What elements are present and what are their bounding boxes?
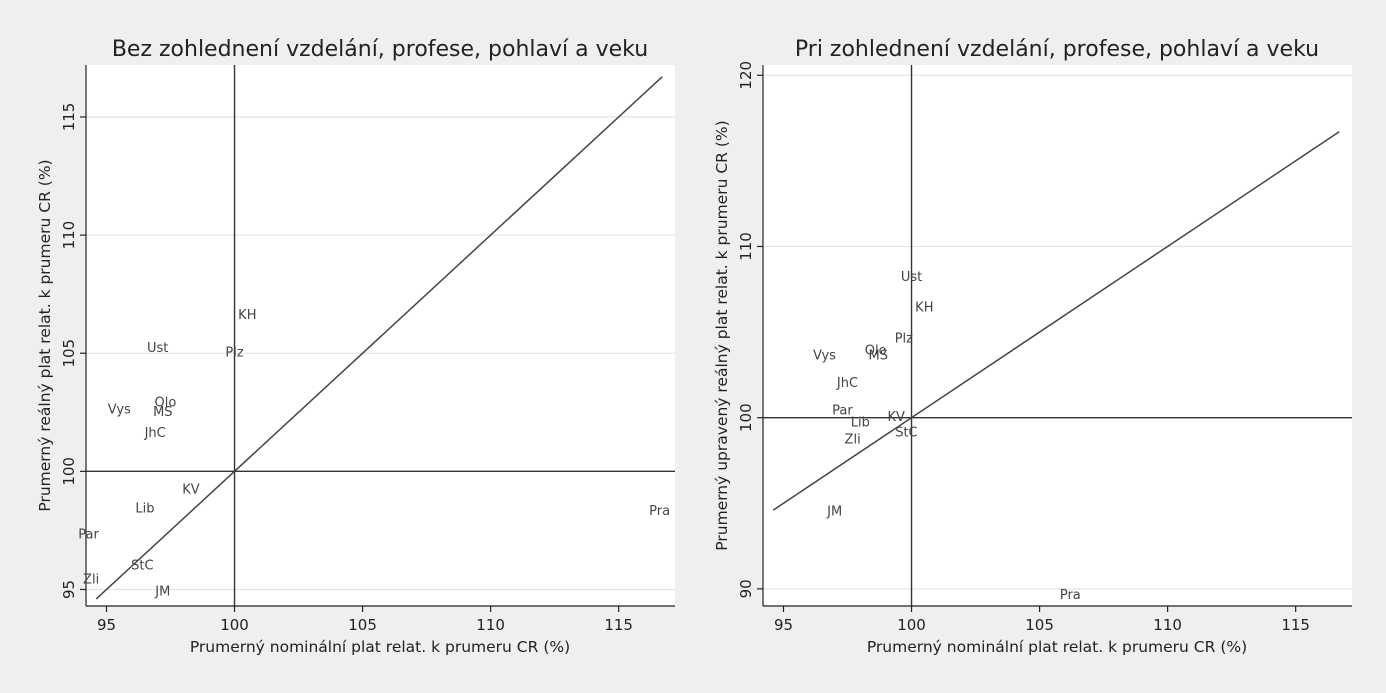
plot-area [763, 65, 1352, 606]
point-label-jm: JM [826, 504, 842, 519]
chart-title: Pri zohlednení vzdelání, profese, pohlav… [795, 37, 1319, 62]
x-tick-label: 115 [604, 616, 633, 634]
point-label-kv: KV [182, 483, 200, 498]
y-axis-title: Prumerný reálný plat relat. k prumeru CR… [36, 159, 54, 511]
y-axis-title: Prumerný upravený reálný plat relat. k p… [713, 120, 731, 550]
x-tick-label: 100 [220, 616, 249, 634]
point-label-ust: Ust [901, 270, 922, 285]
y-tick-label: 110 [60, 221, 78, 250]
x-axis-title: Prumerný nominální plat relat. k prumeru… [867, 638, 1247, 656]
point-label-zli: Zli [83, 573, 99, 588]
y-tick-label: 90 [737, 579, 755, 598]
diagonal-line [772, 131, 1340, 511]
diagonal-line [95, 76, 663, 600]
point-label-lib: Lib [135, 502, 154, 517]
x-tick-label: 105 [348, 616, 377, 634]
x-tick-label: 95 [97, 616, 116, 634]
x-tick-label: 95 [774, 616, 793, 634]
y-tick-label: 115 [60, 103, 78, 132]
y-tick-label: 100 [737, 403, 755, 432]
point-label-ust: Ust [147, 341, 168, 356]
x-tick-label: 105 [1025, 616, 1054, 634]
y-tick-label: 105 [60, 339, 78, 368]
left-scatter-panel: 95 100 105 110 115 95 100 105 110 115 Bez zohledne… [36, 37, 675, 656]
point-label-par: Par [832, 403, 853, 418]
point-label-ms: MS [153, 405, 172, 420]
point-label-lib: Lib [851, 415, 870, 430]
point-label-pra: Pra [1060, 588, 1081, 603]
y-tick-label: 120 [737, 61, 755, 90]
point-label-kh: KH [238, 308, 256, 323]
point-label-stc: StC [131, 558, 153, 573]
y-tick-label: 95 [60, 580, 78, 599]
point-label-jm: JM [154, 584, 170, 599]
point-label-plz: Plz [895, 331, 913, 346]
right-scatter-panel: 95 100 105 110 115 90 100 110 120 Pri zohlednení … [713, 37, 1352, 656]
point-label-pra: Pra [649, 504, 670, 519]
point-label-vys: Vys [108, 402, 131, 417]
point-label-kh: KH [915, 301, 933, 316]
point-label-olo: Olo [865, 343, 887, 358]
x-tick-label: 110 [1153, 616, 1182, 634]
point-label-vys: Vys [813, 349, 836, 364]
y-tick-label: 110 [737, 232, 755, 261]
x-tick-label: 110 [476, 616, 505, 634]
point-label-kv: KV [887, 410, 905, 425]
point-label-zli: Zli [845, 432, 861, 447]
point-label-jhc: JhC [836, 376, 858, 391]
point-label-olo: Olo [154, 395, 176, 410]
x-tick-label: 100 [897, 616, 926, 634]
point-label-jhc: JhC [144, 426, 166, 441]
point-label-stc: StC [895, 426, 917, 441]
point-label-plz: Plz [225, 346, 243, 361]
x-axis-title: Prumerný nominální plat relat. k prumeru… [190, 638, 570, 656]
x-tick-label: 115 [1281, 616, 1310, 634]
chart-title: Bez zohlednení vzdelání, profese, pohlav… [112, 37, 648, 62]
y-tick-label: 100 [60, 457, 78, 486]
point-label-ms: MS [869, 349, 888, 364]
point-label-par: Par [78, 528, 99, 543]
